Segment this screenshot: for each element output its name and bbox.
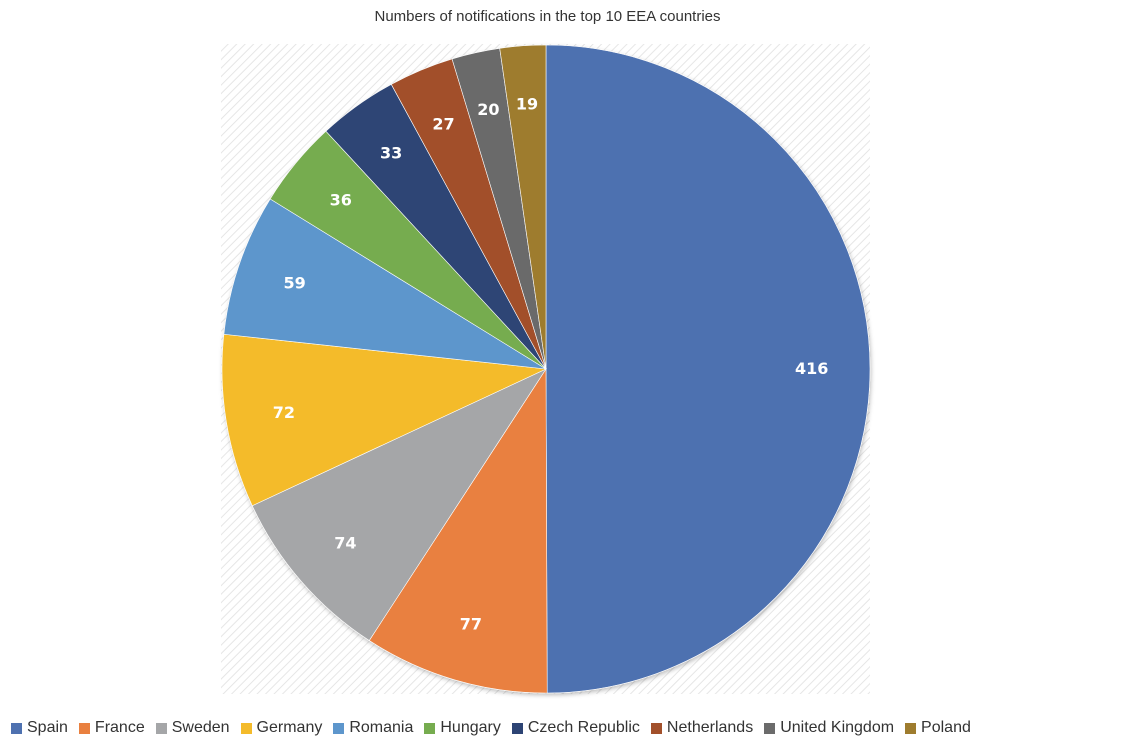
data-label-united-kingdom: 20	[477, 100, 499, 119]
data-label-poland: 19	[516, 95, 538, 114]
chart-title: Numbers of notifications in the top 10 E…	[374, 8, 721, 25]
legend-label: Hungary	[440, 719, 501, 736]
pie-slice-romania	[223, 198, 547, 370]
legend-item-netherlands: Netherlands	[650, 719, 754, 737]
legend-label: Romania	[349, 719, 414, 736]
legend-swatch	[905, 722, 917, 734]
legend-label: Czech Republic	[527, 719, 640, 736]
data-label-romania: 59	[284, 273, 306, 292]
legend-item-sweden: Sweden	[155, 719, 230, 737]
legend-swatch	[511, 722, 523, 734]
data-label-czech-republic: 33	[380, 144, 402, 163]
legend-swatch	[424, 722, 436, 734]
pie-data-labels: 416 77 74 72 59 36 33 27 20 19	[273, 95, 829, 634]
legend-swatch	[11, 722, 22, 734]
legend-label: Netherlands	[666, 719, 754, 736]
data-label-germany: 72	[273, 403, 295, 422]
legend-swatch	[240, 722, 252, 734]
legend-swatch	[78, 722, 90, 734]
data-label-netherlands: 27	[432, 114, 454, 133]
legend-item-czech-republic: Czech Republic	[511, 719, 640, 737]
legend-item-poland: Poland	[905, 719, 971, 737]
data-label-france: 77	[460, 614, 482, 633]
legend-label: France	[94, 719, 145, 736]
pie-slice-sweden	[251, 368, 547, 641]
pie-slices	[221, 44, 871, 694]
legend-swatch	[155, 722, 167, 734]
legend-label: Sweden	[171, 719, 230, 736]
legend-label: Spain	[27, 719, 68, 736]
legend-label: Germany	[256, 719, 323, 736]
legend-item-romania: Romania	[333, 719, 413, 737]
legend: Spain France Sweden Germany Romania Hungary Cz…	[11, 719, 982, 737]
legend-item-hungary: Hungary	[424, 719, 501, 737]
pie-slice-poland	[499, 44, 547, 370]
legend-swatch	[764, 722, 776, 734]
data-label-sweden: 74	[334, 534, 356, 553]
legend-label: United Kingdom	[780, 719, 895, 736]
pie-slice-spain	[545, 44, 871, 694]
pie-slice-germany	[221, 333, 548, 507]
data-label-hungary: 36	[330, 191, 352, 210]
legend-swatch	[650, 722, 662, 734]
legend-item-spain: Spain	[11, 719, 68, 737]
legend-item-united-kingdom: United Kingdom	[764, 719, 894, 737]
legend-label: Poland	[921, 719, 971, 736]
legend-item-france: France	[78, 719, 145, 737]
pie-slice-france	[368, 367, 548, 694]
legend-swatch	[333, 722, 345, 734]
data-label-spain: 416	[795, 359, 828, 378]
legend-item-germany: Germany	[240, 719, 323, 737]
